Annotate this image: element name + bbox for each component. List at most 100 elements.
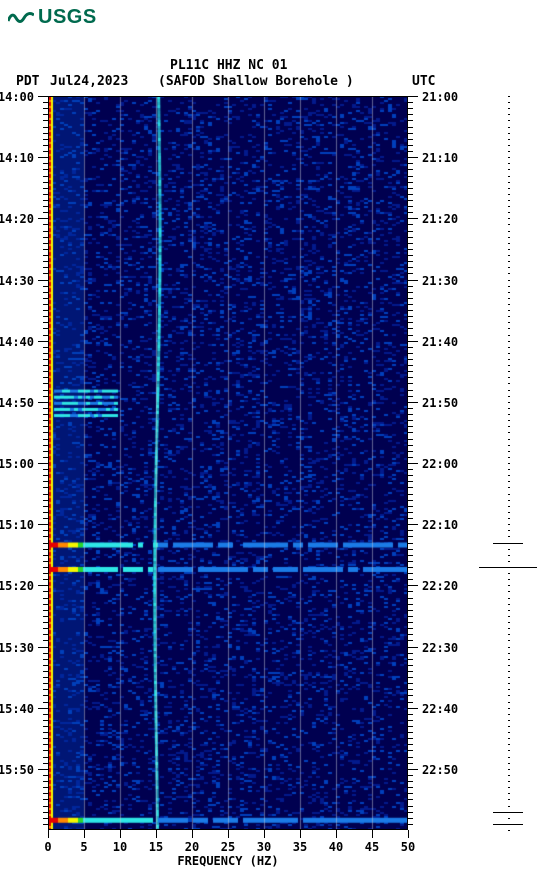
amplitude-dot (508, 396, 510, 397)
amplitude-dot (508, 775, 510, 776)
amplitude-dot (508, 267, 510, 268)
y-tick-minor (43, 224, 48, 225)
y-tick-minor (408, 224, 413, 225)
y-tick-minor (43, 702, 48, 703)
y-tick-minor (408, 604, 413, 605)
y-tick-minor (43, 310, 48, 311)
y-axis-label: 21:30 (422, 274, 458, 288)
y-tick-minor (43, 120, 48, 121)
x-axis-label: 15 (149, 840, 163, 854)
y-tick-minor (43, 457, 48, 458)
amplitude-dot (508, 671, 510, 672)
y-axis-label: 21:00 (422, 90, 458, 104)
y-tick-minor (408, 432, 413, 433)
amplitude-dot (508, 365, 510, 366)
y-tick-minor (408, 127, 413, 128)
x-tick (408, 830, 409, 838)
y-tick-minor (43, 353, 48, 354)
y-tick-minor (408, 414, 413, 415)
amplitude-dot (508, 231, 510, 232)
y-tick-minor (43, 328, 48, 329)
y-tick-minor (408, 292, 413, 293)
amplitude-dot (508, 426, 510, 427)
y-tick-minor (43, 659, 48, 660)
amplitude-dot (508, 818, 510, 819)
y-tick-minor (408, 267, 413, 268)
amplitude-dot (508, 579, 510, 580)
y-tick-minor (408, 273, 413, 274)
y-tick-minor (408, 781, 413, 782)
amplitude-dot (508, 212, 510, 213)
y-tick-minor (43, 494, 48, 495)
y-tick-major (38, 708, 48, 709)
amplitude-dot (508, 200, 510, 201)
y-tick-minor (43, 420, 48, 421)
y-tick-minor (43, 824, 48, 825)
amplitude-dot (508, 414, 510, 415)
y-tick-minor (408, 506, 413, 507)
amplitude-dot (508, 677, 510, 678)
amplitude-dot (508, 738, 510, 739)
x-axis-label: 40 (329, 840, 343, 854)
y-tick-minor (43, 616, 48, 617)
y-tick-minor (43, 231, 48, 232)
y-tick-minor (43, 806, 48, 807)
y-tick-minor (43, 206, 48, 207)
x-axis-label: 25 (221, 840, 235, 854)
y-tick-minor (43, 445, 48, 446)
y-tick-minor (43, 145, 48, 146)
y-tick-minor (408, 133, 413, 134)
y-tick-minor (43, 267, 48, 268)
y-tick-minor (408, 549, 413, 550)
y-tick-minor (43, 249, 48, 250)
amplitude-dot (508, 787, 510, 788)
y-tick-minor (408, 567, 413, 568)
amplitude-dot (508, 194, 510, 195)
amplitude-dot (508, 145, 510, 146)
amplitude-dot (508, 702, 510, 703)
y-tick-minor (43, 255, 48, 256)
y-axis-label: 14:50 (0, 396, 34, 410)
y-tick-minor (408, 494, 413, 495)
x-tick (336, 830, 337, 838)
spectrogram-canvas (48, 96, 408, 830)
x-axis-label: 45 (365, 840, 379, 854)
amplitude-dot (508, 133, 510, 134)
y-tick-minor (43, 426, 48, 427)
amplitude-dot (508, 359, 510, 360)
y-tick-major (38, 96, 48, 97)
x-axis-label: 30 (257, 840, 271, 854)
y-tick-minor (43, 273, 48, 274)
x-tick (84, 830, 85, 838)
amplitude-dot (508, 708, 510, 709)
y-tick-minor (43, 114, 48, 115)
y-tick-minor (408, 598, 413, 599)
y-tick-minor (408, 634, 413, 635)
y-tick-minor (408, 695, 413, 696)
y-axis-label: 21:10 (422, 151, 458, 165)
y-tick-minor (43, 787, 48, 788)
y-tick-minor (408, 536, 413, 537)
amplitude-dot (508, 408, 510, 409)
y-tick-minor (408, 806, 413, 807)
y-tick-minor (408, 304, 413, 305)
y-tick-minor (43, 298, 48, 299)
y-tick-minor (408, 683, 413, 684)
y-tick-major (408, 524, 418, 525)
y-tick-minor (43, 653, 48, 654)
amplitude-dot (508, 744, 510, 745)
y-tick-minor (43, 439, 48, 440)
y-tick-minor (408, 310, 413, 311)
amplitude-dot (508, 512, 510, 513)
y-tick-major (38, 218, 48, 219)
y-axis-label: 14:10 (0, 151, 34, 165)
y-tick-minor (408, 555, 413, 556)
x-axis-label: 0 (44, 840, 51, 854)
y-tick-minor (43, 469, 48, 470)
y-tick-minor (408, 145, 413, 146)
y-tick-minor (43, 726, 48, 727)
y-tick-minor (408, 390, 413, 391)
y-tick-minor (408, 487, 413, 488)
y-tick-minor (408, 702, 413, 703)
y-tick-major (38, 157, 48, 158)
